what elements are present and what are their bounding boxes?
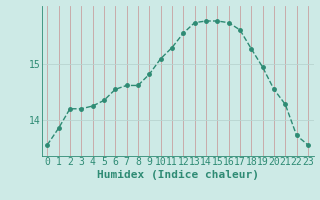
X-axis label: Humidex (Indice chaleur): Humidex (Indice chaleur) (97, 170, 259, 180)
